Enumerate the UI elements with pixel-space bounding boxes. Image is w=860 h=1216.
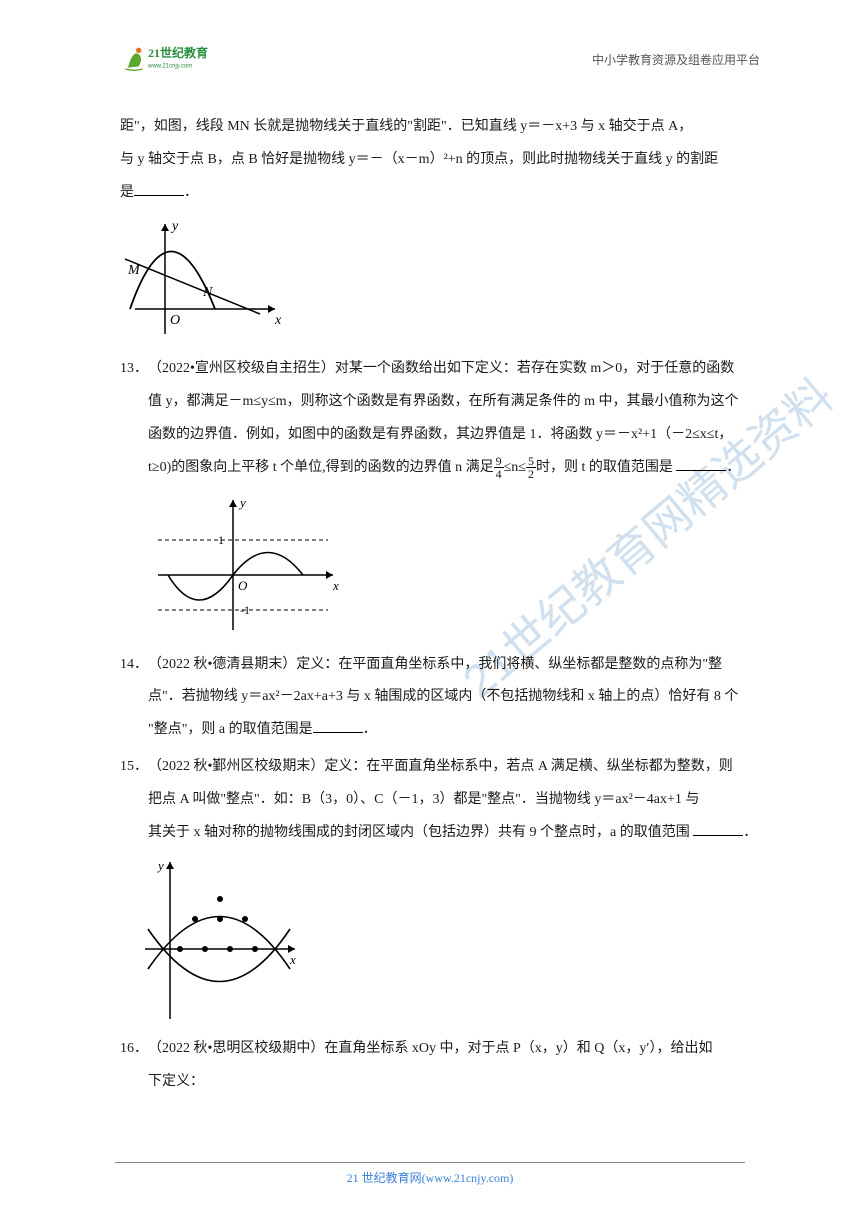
q16-line1: 16．（2022 秋•思明区校级期中）在直角坐标系 xOy 中，对于点 P（x，… (120, 1034, 760, 1065)
question-14: 14．（2022 秋•德清县期末）定义：在平面直角坐标系中，我们将横、纵坐标都是… (120, 650, 760, 746)
para-top-2: 与 y 轴交于点 B，点 B 恰好是抛物线 y＝－（x－m）²+n 的顶点，则此… (120, 145, 760, 176)
fig3-label-y: y (156, 858, 164, 873)
q13-line4-suffix: 时，则 t 的取值范围是 (536, 460, 676, 475)
blank-4 (693, 822, 743, 836)
para-top-3: 是． (120, 178, 760, 209)
footer-line (115, 1162, 745, 1163)
q13-line4-prefix: t≥0)的图象向上平移 t 个单位,得到的函数的边界值 n 满足 (148, 460, 494, 475)
blank-3 (313, 719, 363, 733)
blank-1 (134, 182, 184, 196)
fig2-label-1: 1 (218, 533, 224, 547)
q13-line2: 值 y，都满足－m≤y≤m，则称这个函数是有界函数，在所有满足条件的 m 中，其… (120, 387, 760, 418)
blank-2 (676, 457, 726, 471)
q13-line1: 13．（2022•宣州区校级自主招生）对某一个函数给出如下定义：若存在实数 m＞… (120, 354, 760, 385)
q13-text1: 对某一个函数给出如下定义：若存在实数 m＞0，对于任意的函数 (335, 361, 734, 376)
para-top-3-suffix: ． (184, 185, 198, 200)
q13-num-val: 13 (120, 361, 134, 376)
q13-line3: 函数的边界值．例如，如图中的函数是有界函数，其边界值是 1．将函数 y＝－x²+… (120, 420, 760, 451)
q13-frac1: 94 (494, 455, 504, 480)
q16-num: 16． (120, 1034, 148, 1065)
fig2-label-O: O (238, 578, 248, 593)
footer-text: 21 世纪教育网(www.21cnjy.com) (347, 1171, 514, 1185)
q14-text1: 定义：在平面直角坐标系中，我们将横、纵坐标都是整数的点称为"整 (296, 657, 722, 672)
q13-frac2: 52 (526, 455, 536, 480)
q14-line2: 点"．若抛物线 y＝ax²－2ax+a+3 与 x 轴围成的区域内（不包括抛物线… (120, 682, 760, 713)
q15-line3-prefix: 其关于 x 轴对称的抛物线围成的封闭区域内（包括边界）共有 9 个整点时，a 的… (148, 825, 693, 840)
q15-line1: 15．（2022 秋•鄞州区校级期末）定义：在平面直角坐标系中，若点 A 满足横… (120, 752, 760, 783)
question-13: 13．（2022•宣州区校级自主招生）对某一个函数给出如下定义：若存在实数 m＞… (120, 354, 760, 483)
q14-num-val: 14 (120, 657, 134, 672)
fig2-label-y: y (238, 495, 246, 510)
q15-text1: 定义：在平面直角坐标系中，若点 A 满足横、纵坐标都为整数，则 (324, 759, 732, 774)
q15-line3-suffix: ． (743, 825, 757, 840)
fig1-label-N: N (202, 285, 213, 300)
header: 21世纪教育 www.21cnjy.com 中小学教育资源及组卷应用平台 (120, 40, 760, 82)
header-right-text: 中小学教育资源及组卷应用平台 (592, 51, 760, 68)
q15-source: （2022 秋•鄞州区校级期末） (148, 759, 324, 774)
fig2-label-x: x (332, 578, 339, 593)
para-top-1: 距"，如图，线段 MN 长就是抛物线关于直线的"割距"．已知直线 y＝－x+3 … (120, 112, 760, 143)
fig3-label-x: x (289, 952, 296, 967)
q14-line3-prefix: "整点"，则 a 的取值范围是 (148, 722, 313, 737)
question-15: 15．（2022 秋•鄞州区校级期末）定义：在平面直角坐标系中，若点 A 满足横… (120, 752, 760, 848)
logo-text-bottom: www.21cnjy.com (147, 64, 192, 70)
fig1-label-x: x (274, 313, 282, 328)
logo: 21世纪教育 www.21cnjy.com (120, 40, 240, 78)
fig1-label-y: y (170, 219, 179, 234)
fig1-label-M: M (127, 263, 141, 278)
fig1-label-O: O (170, 313, 180, 328)
q14-line3-suffix: ． (363, 722, 377, 737)
q16-line2: 下定义： (120, 1067, 760, 1098)
figure-1: M N O x y (120, 214, 760, 344)
logo-text-top: 21世纪教育 (148, 45, 208, 60)
q13-line4-end: ． (726, 460, 740, 475)
figure-3: x y (120, 854, 760, 1024)
q15-num: 15． (120, 752, 148, 783)
para-top: 距"，如图，线段 MN 长就是抛物线关于直线的"割距"．已知直线 y＝－x+3 … (120, 112, 760, 208)
q14-line1: 14．（2022 秋•德清县期末）定义：在平面直角坐标系中，我们将横、纵坐标都是… (120, 650, 760, 681)
q13-line4: t≥0)的图象向上平移 t 个单位,得到的函数的边界值 n 满足94≤n≤52时… (120, 453, 760, 484)
q13-source: （2022•宣州区校级自主招生） (148, 361, 335, 376)
q14-line3: "整点"，则 a 的取值范围是 ． (120, 715, 760, 746)
footer: 21 世纪教育网(www.21cnjy.com) (0, 1162, 860, 1186)
page-content: 21世纪教育 www.21cnjy.com 中小学教育资源及组卷应用平台 距"，… (0, 0, 860, 1144)
q13-line4-mid: ≤n≤ (504, 460, 526, 475)
q13-frac2-b: 2 (526, 468, 536, 480)
q16-source: （2022 秋•思明区校级期中） (148, 1041, 324, 1056)
logo-icon: 21世纪教育 www.21cnjy.com (120, 40, 240, 78)
q16-num-val: 16 (120, 1041, 134, 1056)
q14-source: （2022 秋•德清县期末） (148, 657, 296, 672)
q13-frac1-b: 4 (494, 468, 504, 480)
question-16: 16．（2022 秋•思明区校级期中）在直角坐标系 xOy 中，对于点 P（x，… (120, 1034, 760, 1098)
para-top-3-prefix: 是 (120, 185, 134, 200)
q14-num: 14． (120, 650, 148, 681)
fig2-label-neg1: -1 (240, 603, 250, 617)
q16-text1: 在直角坐标系 xOy 中，对于点 P（x，y）和 Q（x，y′），给出如 (324, 1041, 712, 1056)
q15-line2: 把点 A 叫做"整点"．如：B（3，0）、C（－1，3）都是"整点"．当抛物线 … (120, 785, 760, 816)
q15-line3: 其关于 x 轴对称的抛物线围成的封闭区域内（包括边界）共有 9 个整点时，a 的… (120, 818, 760, 849)
q13-num: 13． (120, 354, 148, 385)
figure-2: O x y 1 -1 (120, 490, 760, 640)
q15-num-val: 15 (120, 759, 134, 774)
